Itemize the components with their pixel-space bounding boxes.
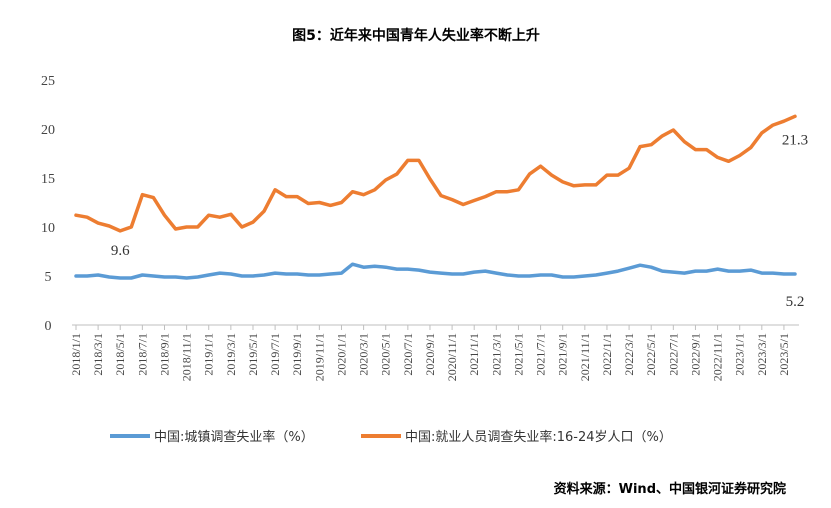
x-tick-label: 2022/3/1 bbox=[622, 333, 636, 376]
chart-title: 图5：近年来中国青年人失业率不断上升 bbox=[292, 27, 540, 44]
data-label: 9.6 bbox=[111, 243, 130, 259]
source-note: 资料来源：Wind、中国银河证券研究院 bbox=[554, 481, 786, 497]
y-tick-label: 25 bbox=[41, 74, 55, 89]
x-tick-label: 2021/9/1 bbox=[556, 333, 570, 376]
x-tick-label: 2021/11/1 bbox=[578, 333, 592, 381]
x-tick-label: 2020/5/1 bbox=[379, 333, 393, 376]
x-tick-label: 2019/9/1 bbox=[290, 333, 304, 376]
x-tick-label: 2022/11/1 bbox=[711, 333, 725, 381]
series-line-1 bbox=[74, 114, 797, 233]
x-tick-label: 2019/3/1 bbox=[224, 333, 238, 376]
data-labels: 9.6 21.3 5.2 bbox=[111, 132, 808, 310]
x-tick-label: 2022/1/1 bbox=[600, 333, 614, 376]
x-tick-label: 2023/5/1 bbox=[777, 333, 791, 376]
x-tick-label: 2019/7/1 bbox=[268, 333, 282, 376]
x-tick-label: 2018/11/1 bbox=[180, 333, 194, 381]
x-axis: 2018/1/1 2018/3/1 2018/5/1 2018/7/1 2018/9/1… bbox=[69, 325, 791, 381]
x-tick-label: 2022/5/1 bbox=[644, 333, 658, 376]
x-tick-label: 2022/7/1 bbox=[666, 333, 680, 376]
x-tick-label: 2022/9/1 bbox=[688, 333, 702, 376]
x-tick-label: 2018/5/1 bbox=[113, 333, 127, 376]
x-tick-label: 2020/1/1 bbox=[334, 333, 348, 376]
x-tick-label: 2018/9/1 bbox=[157, 333, 171, 376]
x-tick-label: 2019/1/1 bbox=[202, 333, 216, 376]
x-tick-label: 2021/5/1 bbox=[511, 333, 525, 376]
x-tick-label: 2018/7/1 bbox=[135, 333, 149, 376]
series-line-0 bbox=[74, 262, 797, 280]
y-tick-label: 0 bbox=[45, 319, 52, 334]
x-tick-label: 2021/3/1 bbox=[489, 333, 503, 376]
legend-label-youth: 中国:就业人员调查失业率:16-24岁人口（%） bbox=[405, 429, 672, 445]
legend: 中国:城镇调查失业率（%） 中国:就业人员调查失业率:16-24岁人口（%） bbox=[110, 429, 672, 445]
legend-label-urban: 中国:城镇调查失业率（%） bbox=[154, 429, 314, 445]
x-tick-label: 2018/1/1 bbox=[69, 333, 83, 376]
x-tick-label: 2019/5/1 bbox=[246, 333, 260, 376]
y-tick-label: 20 bbox=[41, 123, 55, 138]
x-tick-label: 2020/3/1 bbox=[357, 333, 371, 376]
series-lines bbox=[74, 114, 797, 280]
data-label: 21.3 bbox=[782, 132, 808, 148]
x-tick-label: 2023/3/1 bbox=[755, 333, 769, 376]
x-tick-label: 2020/9/1 bbox=[423, 333, 437, 376]
x-tick-label: 2018/3/1 bbox=[91, 333, 105, 376]
x-tick-label: 2019/11/1 bbox=[312, 333, 326, 381]
x-tick-label: 2021/7/1 bbox=[534, 333, 548, 376]
x-tick-label: 2023/1/1 bbox=[733, 333, 747, 376]
y-tick-label: 15 bbox=[41, 172, 55, 187]
x-tick-label: 2020/11/1 bbox=[445, 333, 459, 381]
data-label: 5.2 bbox=[786, 294, 805, 310]
x-tick-label: 2020/7/1 bbox=[401, 333, 415, 376]
y-tick-label: 5 bbox=[45, 270, 52, 285]
y-tick-label: 10 bbox=[41, 221, 55, 236]
y-axis: 0 5 10 15 20 25 bbox=[41, 74, 55, 334]
x-tick-label: 2021/1/1 bbox=[467, 333, 481, 376]
